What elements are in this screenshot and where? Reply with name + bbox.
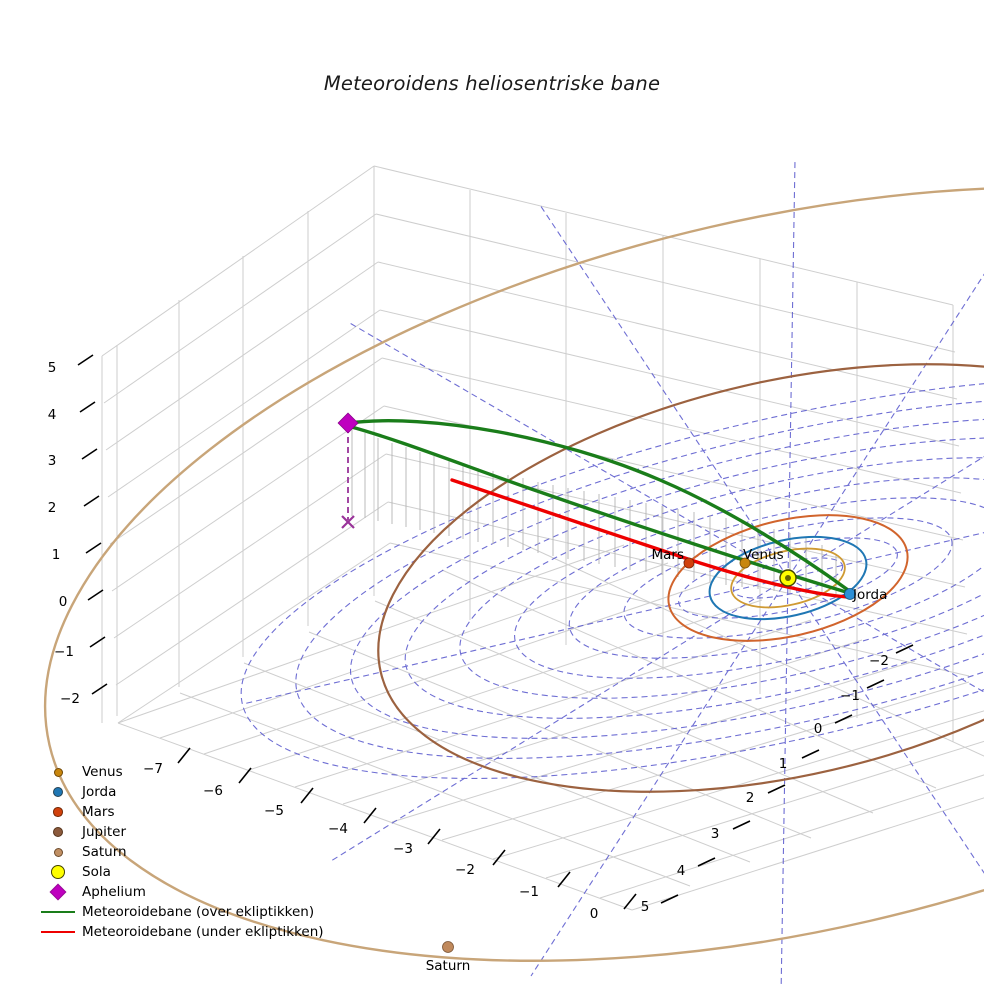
axis-tick-label-y-1: −1 [840,688,860,704]
legend-item-label: Mars [82,804,115,820]
circle-marker-icon [38,767,78,777]
legend-item-saturn[interactable]: Saturn [38,842,328,862]
legend: Venus Jorda Mars Jupiter Saturn Sola Aphelium M… [38,762,328,942]
marker-venus [739,557,751,569]
orbit-mars [667,514,909,642]
axis-tick-label-y-0: −2 [869,653,889,669]
axis-tick-labels-z: 5 4 3 2 1 0 −1 −2 [48,360,80,707]
axis-tick-label-x-4: −3 [393,841,413,857]
legend-item-jupiter[interactable]: Jupiter [38,822,328,842]
legend-item-label: Jupiter [82,824,127,840]
circle-marker-icon [38,847,78,857]
axis-tick-label-y-5: 3 [711,826,720,842]
axis-tick-label-x-2: −5 [264,803,284,819]
page-title: Meteoroidens heliosentriske bane [323,72,661,95]
legend-item-label: Saturn [82,844,127,860]
legend-item-aphelium[interactable]: Aphelium [38,882,328,902]
axis-tick-label-x-0: −7 [143,761,163,777]
legend-item-mars[interactable]: Mars [38,802,328,822]
circle-marker-icon [38,787,78,797]
meteoroid-track-below-ecliptic [450,478,850,599]
legend-item-jorda[interactable]: Jorda [38,782,328,802]
marker-mars [683,557,695,569]
circle-marker-icon [38,827,78,837]
orbit-saturn [43,186,984,962]
meteoroid-track-above-ecliptic [346,419,850,592]
axis-tick-label-y-6: 4 [677,863,686,879]
axis-tick-label-y-4: 2 [746,790,755,806]
line-sample-icon [38,931,78,933]
axis-tick-label-z-1: 4 [48,407,57,423]
pane-grid-back [373,165,970,742]
diamond-marker-icon [38,883,78,901]
legend-item-meteoroidebane-over-ekliptikken[interactable]: Meteoroidebane (over ekliptikken) [38,902,328,922]
meteoroid-track-above-ecliptic-return [346,424,848,594]
axis-tick-label-z-6: −1 [54,644,74,660]
legend-item-venus[interactable]: Venus [38,762,328,782]
axis-tick-label-y-7: 5 [641,899,650,915]
label-mars: Mars [651,547,684,563]
legend-item-sola[interactable]: Sola [38,862,328,882]
aphelion-projection-x-icon [341,515,355,529]
marker-saturn [442,941,454,953]
aphelion-diamond-marker [337,412,359,434]
legend-item-label: Aphelium [82,884,146,900]
axis-tick-label-x-3: −4 [328,821,348,837]
axis-tick-labels-y: −2 −1 0 1 2 3 4 5 [641,653,889,915]
legend-item-label: Jorda [82,784,117,800]
legend-item-meteoroidebane-under-ekliptikken[interactable]: Meteoroidebane (under ekliptikken) [38,922,328,942]
axis-ticks-z [77,354,108,695]
axis-tick-label-z-3: 2 [48,500,57,516]
label-jorda: Jorda [852,587,887,603]
axis-tick-labels-x: −7 −6 −5 −4 −3 −2 −1 0 [143,761,598,922]
axis-tick-label-z-5: 0 [59,594,68,610]
axis-tick-label-x-7: 0 [590,906,599,922]
circle-marker-icon [38,807,78,817]
axis-tick-label-z-0: 5 [48,360,57,376]
axis-tick-label-z-4: 1 [52,547,61,563]
marker-sola-core [785,575,791,581]
orbit-jupiter [377,363,984,793]
ecliptic-polar-grid [240,159,984,984]
legend-item-label: Venus [82,764,123,780]
axis-tick-label-x-6: −1 [519,884,539,900]
axis-tick-label-x-1: −6 [203,783,223,799]
axis-ticks-y [660,644,914,904]
axis-tick-label-z-7: −2 [60,691,80,707]
legend-item-label: Sola [82,864,111,880]
orbit-venus [730,547,846,609]
pane-grid-floor [117,537,984,911]
pane-grid-left [101,165,391,724]
orbit-jorda [708,535,868,621]
axis-tick-label-x-5: −2 [455,862,475,878]
label-saturn: Saturn [426,958,471,974]
legend-item-label: Meteoroidebane (under ekliptikken) [82,924,324,940]
axis-tick-label-y-3: 1 [779,756,788,772]
line-sample-icon [38,911,78,913]
marker-jorda [844,588,856,600]
axis-ticks-x [177,747,637,910]
sun-marker-icon [38,865,78,879]
legend-item-label: Meteoroidebane (over ekliptikken) [82,904,315,920]
label-venus: Venus [743,547,784,563]
axis-tick-label-y-2: 0 [814,721,823,737]
axis-tick-label-z-2: 3 [48,453,57,469]
